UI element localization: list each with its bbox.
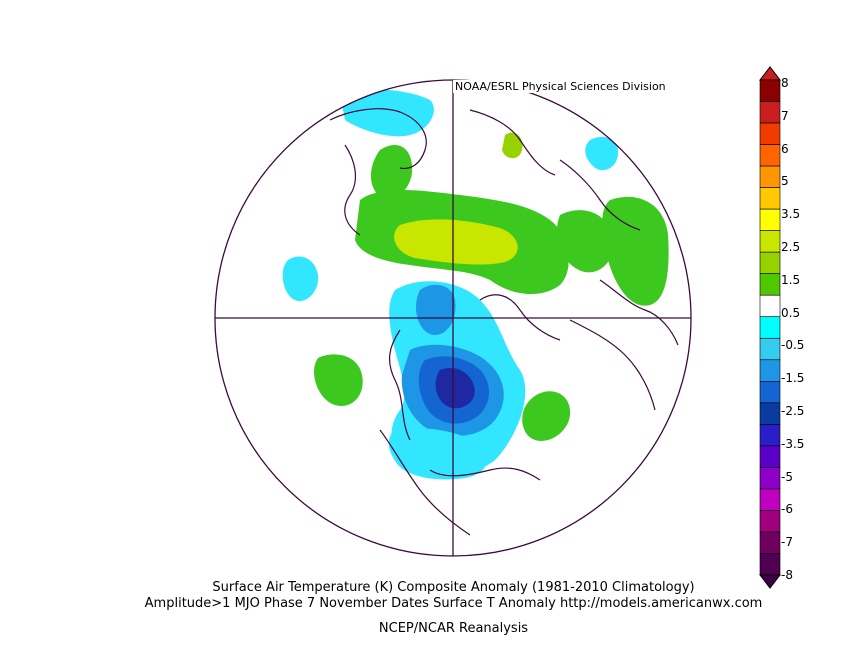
legend-label: 6 — [781, 141, 789, 156]
anomaly-atlantic-warm — [522, 391, 571, 441]
legend-swatch — [759, 531, 781, 554]
anomaly-europe-warm — [370, 145, 413, 199]
anomaly-siberia-warm — [602, 196, 669, 306]
legend-swatch — [759, 230, 781, 253]
legend-top-arrow — [758, 66, 782, 81]
legend-swatch — [759, 165, 781, 188]
legend-swatch — [759, 467, 781, 490]
legend-label: -8 — [781, 568, 793, 582]
legend-label: -0.5 — [781, 338, 805, 353]
anomaly-greenland-cold — [340, 89, 434, 137]
legend-bottom-arrow — [758, 574, 782, 589]
legend-swatch — [759, 337, 781, 361]
caption-subtitle: Amplitude>1 MJO Phase 7 November Dates S… — [144, 596, 763, 611]
legend-label: 5 — [781, 174, 789, 189]
legend-swatch — [759, 402, 781, 425]
legend-swatch — [759, 122, 781, 145]
legend-swatch — [759, 187, 781, 210]
legend-swatch — [759, 381, 781, 404]
anomaly-arctic-cold — [415, 284, 456, 335]
anomaly-middle-east-warm — [502, 132, 523, 159]
anomaly-east-asia-warm — [556, 210, 614, 273]
legend-swatch — [759, 445, 781, 468]
legend-label: -3.5 — [781, 436, 805, 451]
legend-label: 0.5 — [781, 305, 801, 320]
anomaly-asia-cold — [585, 136, 619, 171]
caption-source: NCEP/NCAR Reanalysis — [378, 621, 529, 636]
legend-label: 1.5 — [781, 272, 801, 287]
coastlines — [329, 108, 679, 536]
legend-swatch — [759, 208, 781, 231]
legend-swatch — [759, 294, 781, 318]
legend-label: -5 — [781, 469, 793, 484]
legend-label: 2.5 — [781, 240, 801, 254]
legend-swatch — [759, 359, 781, 382]
legend-label: 8 — [781, 76, 789, 90]
credit-label: NOAA/ESRL Physical Sciences Division — [453, 80, 668, 93]
anomaly-canada-cold-core — [435, 367, 475, 409]
legend-swatch — [759, 79, 781, 102]
legend-swatch — [759, 273, 781, 296]
legend-swatch — [759, 316, 781, 339]
legend-label: 7 — [781, 108, 789, 123]
legend-label: 3.5 — [781, 207, 801, 222]
anomaly-fields — [282, 89, 669, 480]
legend-swatch — [759, 101, 781, 124]
caption-title: Surface Air Temperature (K) Composite An… — [212, 580, 695, 595]
legend-swatch — [759, 488, 781, 511]
anomaly-us-cold — [388, 428, 488, 480]
legend-label: -6 — [781, 502, 793, 517]
color-legend — [758, 66, 782, 589]
legend-label: -2.5 — [781, 404, 805, 418]
anomaly-eurasia-core — [394, 219, 518, 265]
legend-swatch — [759, 424, 781, 447]
legend-swatch — [759, 251, 781, 274]
legend-swatch — [759, 553, 781, 576]
legend-swatch — [759, 144, 781, 167]
legend-swatch — [759, 510, 781, 533]
legend-label: -7 — [781, 535, 793, 550]
anomaly-pacific-cold — [282, 256, 319, 302]
legend-label: -1.5 — [781, 371, 805, 386]
anomaly-northwest-warm — [314, 354, 363, 406]
